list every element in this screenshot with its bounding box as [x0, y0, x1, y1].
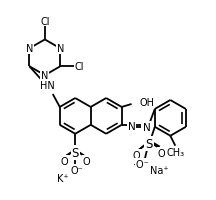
- Text: Cl: Cl: [75, 62, 84, 72]
- Text: O: O: [60, 156, 68, 166]
- Text: N: N: [143, 122, 150, 132]
- Text: Cl: Cl: [40, 16, 50, 26]
- Text: Na⁺: Na⁺: [149, 165, 168, 175]
- Text: S: S: [145, 138, 152, 150]
- Text: N: N: [41, 71, 49, 81]
- Text: K⁺: K⁺: [57, 174, 68, 184]
- Text: O: O: [82, 156, 90, 166]
- Text: O: O: [132, 150, 140, 160]
- Text: N: N: [128, 121, 135, 131]
- Text: O: O: [158, 148, 166, 158]
- Text: O⁻: O⁻: [71, 165, 84, 175]
- Text: N: N: [57, 44, 64, 54]
- Text: S: S: [71, 146, 79, 159]
- Text: OH: OH: [140, 97, 154, 107]
- Text: N: N: [26, 44, 33, 54]
- Text: ·O⁻: ·O⁻: [133, 159, 149, 169]
- Text: CH₃: CH₃: [166, 147, 184, 157]
- Text: HN: HN: [40, 81, 55, 91]
